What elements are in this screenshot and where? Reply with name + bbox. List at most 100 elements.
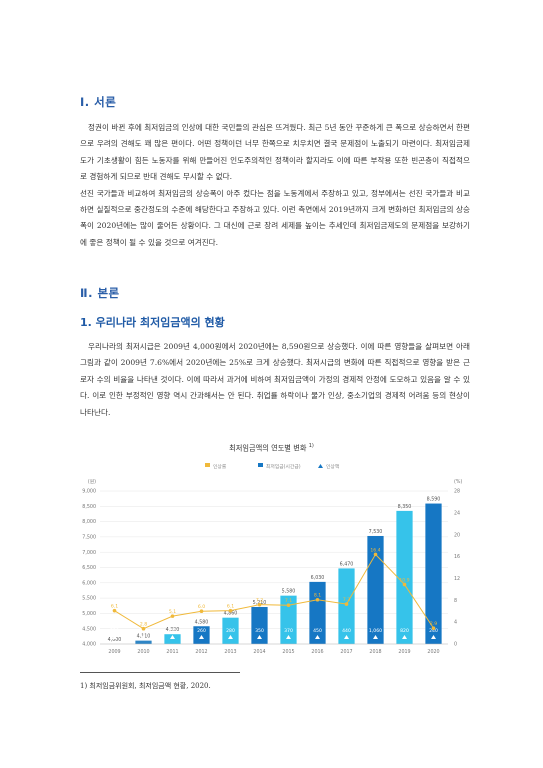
increase-rate-label: 10.9 (399, 577, 409, 583)
left-tick-label: 4,500 (82, 626, 96, 632)
bar-minimum-wage-2020 (425, 503, 442, 644)
left-axis-unit: (원) (88, 478, 96, 485)
section-heading-intro: Ⅰ. 서론 (80, 95, 117, 109)
increase-rate-label: 2.8 (140, 622, 147, 628)
increase-rate-point (257, 602, 262, 607)
increase-rate-point (141, 626, 146, 631)
increase-amount-marker (344, 635, 349, 639)
x-tick-label: 2015 (282, 649, 294, 655)
bar-value-label: 6,470 (340, 561, 354, 567)
increase-rate-point (228, 608, 233, 613)
footnote-divider (80, 672, 240, 673)
minimum-wage-body: 우리나라의 최저시급은 2009년 4,000원에서 2020년에는 8,590… (80, 339, 470, 421)
increase-rate-label: 5.1 (169, 609, 176, 615)
bar-value-label: 8,350 (398, 504, 412, 510)
increase-rate-point (315, 597, 320, 602)
increase-rate-label: 6.1 (227, 604, 234, 610)
increase-amount-marker (199, 635, 204, 639)
right-axis-unit: (%) (454, 479, 462, 485)
left-tick-label: 5,000 (82, 611, 96, 617)
chart-title-text: 최저임금액의 연도별 변화 (229, 443, 307, 453)
section-heading-body: Ⅱ. 본론 (80, 286, 120, 300)
increase-rate-label: 8.1 (314, 593, 321, 599)
increase-amount-label: 280 (226, 628, 235, 634)
bar-value-label: 4,000 (108, 637, 122, 643)
increase-rate-point (170, 614, 175, 618)
right-tick-label: 12 (454, 576, 460, 582)
increase-rate-label: 7.3 (343, 597, 350, 603)
increase-rate-point (199, 609, 204, 614)
bar-minimum-wage-2011 (164, 634, 181, 644)
bar-value-label: 8,590 (427, 497, 441, 503)
left-tick-label: 6,000 (82, 580, 96, 586)
bar-value-label: 7,530 (369, 529, 383, 535)
bar-minimum-wage-2013 (222, 617, 239, 644)
chart-footnote-ref: 1) (308, 443, 314, 449)
increase-rate-label: 6.0 (198, 604, 205, 610)
increase-amount-label: 230 (110, 628, 119, 634)
increase-amount-label: 110 (139, 628, 148, 634)
increase-rate-label: 6.1 (111, 604, 118, 610)
right-tick-label: 28 (454, 489, 460, 495)
bar-value-label: 4,860 (224, 611, 238, 617)
bar-minimum-wage-2014 (251, 606, 268, 644)
legend-swatch-0 (205, 463, 210, 467)
increase-amount-marker (228, 635, 233, 639)
x-tick-label: 2018 (369, 649, 381, 655)
increase-rate-label: 16.4 (370, 547, 380, 553)
footnote: 1) 최저임금위원회, 최저임금액 현황, 2020. (80, 682, 211, 690)
increase-amount-marker (112, 635, 117, 639)
legend-label-2: 인상액 (326, 463, 339, 470)
x-tick-label: 2011 (166, 649, 178, 655)
chart-title: 최저임금액의 연도별 변화 1) (0, 443, 543, 453)
intro-body: 정권이 바뀐 후에 최저임금의 인상에 대한 국민들의 관심은 뜨겨웠다. 최근… (80, 120, 470, 251)
x-tick-label: 2010 (137, 649, 149, 655)
x-tick-label: 2013 (224, 649, 236, 655)
right-tick-label: 0 (454, 642, 457, 648)
intro-paragraph-2: 선진 국가들과 비교하여 최저임금의 상승폭이 아주 컸다는 점을 노동계에서 … (80, 188, 470, 247)
right-tick-label: 24 (454, 510, 460, 516)
increase-rate-point (286, 603, 291, 608)
x-tick-label: 2017 (340, 649, 352, 655)
minimum-wage-paragraph: 우리나라의 최저시급은 2009년 4,000원에서 2020년에는 8,590… (80, 342, 470, 417)
left-tick-label: 8,500 (82, 504, 96, 510)
increase-amount-marker (373, 635, 378, 639)
x-tick-label: 2014 (253, 649, 265, 655)
increase-amount-marker (286, 635, 291, 639)
increase-rate-point (373, 552, 378, 557)
bar-minimum-wage-2018 (367, 535, 384, 644)
x-tick-label: 2019 (398, 649, 410, 655)
bar-minimum-wage-2016 (309, 581, 326, 644)
minimum-wage-chart: 인상률 최저임금(시간급) 인상액 (원) (%) 4,000 4,500 5,000 5,50… (82, 463, 462, 655)
bar-minimum-wage-2015 (280, 595, 297, 644)
increase-rate-point (402, 582, 407, 587)
left-tick-label: 4,000 (82, 642, 96, 648)
x-tick-label: 2009 (108, 649, 120, 655)
x-tick-label: 2020 (427, 649, 439, 655)
increase-rate-label: 2.9 (430, 621, 437, 627)
bar-value-label: 6,030 (311, 575, 325, 581)
legend-label-0: 인상률 (213, 463, 227, 470)
left-tick-label: 9,000 (82, 489, 96, 495)
increase-amount-label: 450 (313, 628, 322, 634)
increase-rate-label: 7.2 (256, 598, 263, 604)
increase-amount-label: 820 (400, 628, 409, 634)
subsection-heading-minimum-wage: 1. 우리나라 최저임금액의 현황 (80, 316, 225, 329)
increase-rate-label: 7.1 (285, 598, 292, 604)
right-tick-label: 4 (454, 620, 457, 626)
right-tick-label: 16 (454, 554, 460, 560)
left-tick-label: 7,000 (82, 550, 96, 556)
left-tick-label: 6,500 (82, 565, 96, 571)
left-tick-label: 7,500 (82, 535, 96, 541)
legend-swatch-1 (258, 463, 263, 467)
increase-amount-marker (431, 635, 436, 639)
bar-value-label: 4,580 (195, 619, 209, 625)
right-tick-label: 20 (454, 532, 460, 538)
increase-rate-point (431, 626, 436, 630)
bar-value-label: 5,580 (282, 589, 296, 595)
left-tick-label: 5,500 (82, 596, 96, 602)
intro-paragraph-1: 정권이 바뀐 후에 최저임금의 인상에 대한 국민들의 관심은 뜨겨웠다. 최근… (80, 123, 470, 182)
x-tick-label: 2016 (311, 649, 323, 655)
bar-minimum-wage-2010 (135, 640, 152, 644)
